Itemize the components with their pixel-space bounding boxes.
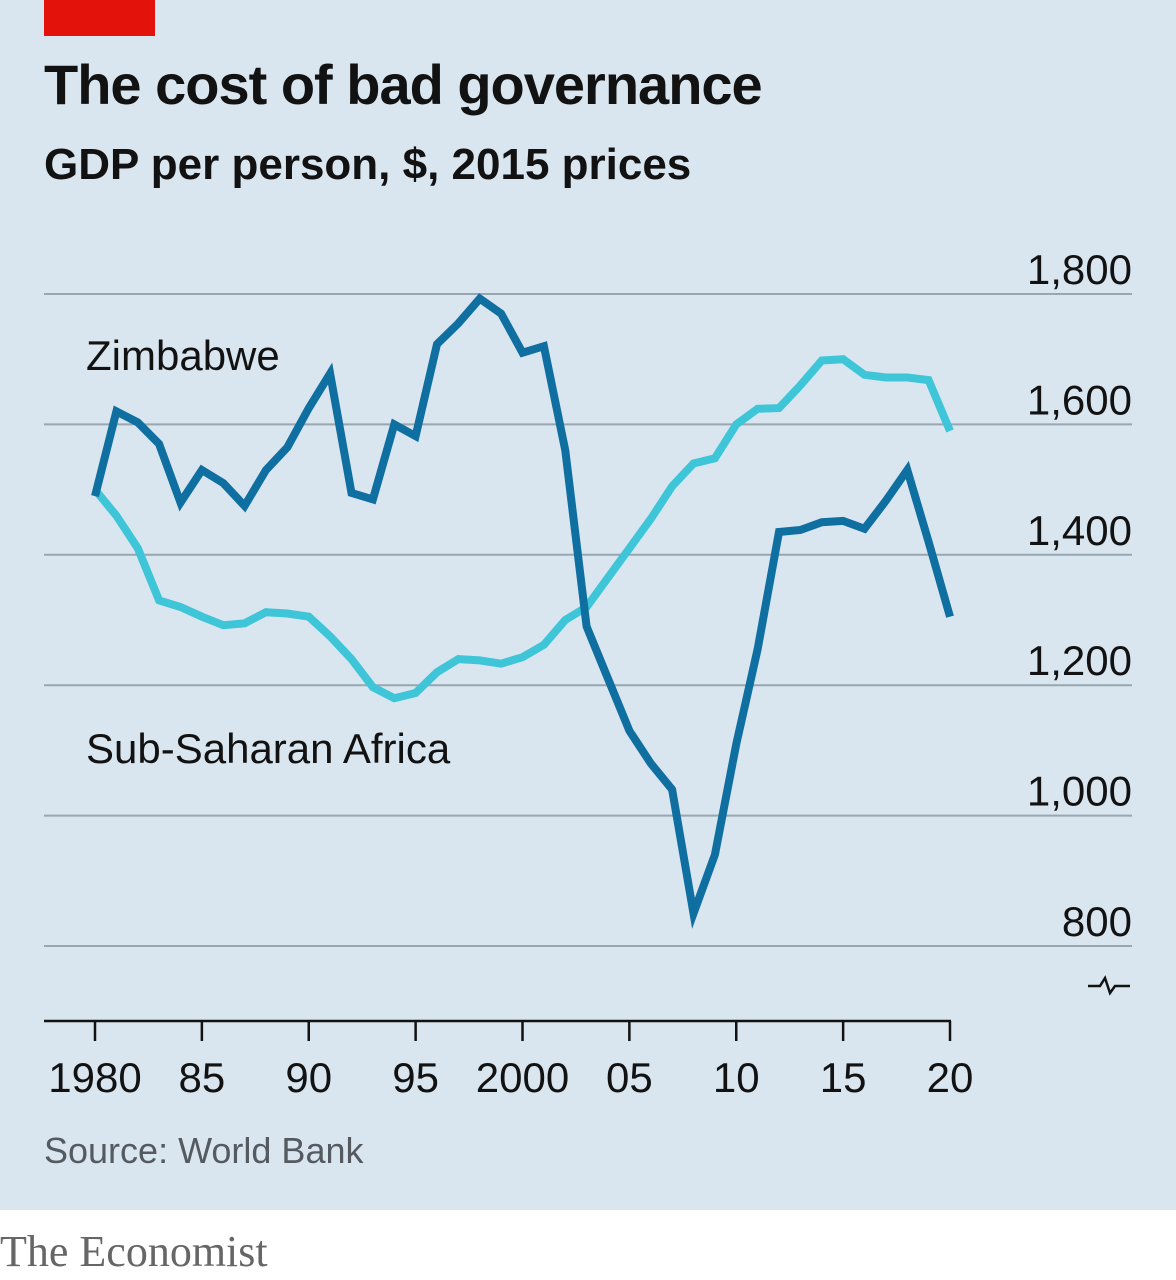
x-tick-label-1985: 85 [179,1054,226,1101]
series-line-zimbabwe [91,293,954,929]
x-axis: 1980 85 90 95 2000 05 10 15 20 [44,1019,974,1101]
series-labels: Zimbabwe Sub-Saharan Africa [86,332,451,772]
chart-subtitle: GDP per person, $, 2015 prices [44,140,692,189]
x-tick-label-2000: 2000 [476,1054,569,1101]
publisher-logo: The Economist [0,1227,268,1276]
line-chart: 800 1,000 1,200 1,400 1,600 1,800 1980 85 90 95 2… [44,246,1132,1101]
x-tick-label-1995: 95 [392,1054,439,1101]
x-tick-label-1990: 90 [285,1054,332,1101]
gridlines [44,293,1132,947]
accent-bar [44,0,155,36]
y-tick-label-1400: 1,400 [1027,507,1132,554]
series-line-sub-saharan-africa [91,355,954,703]
y-tick-label-1800: 1,800 [1027,246,1132,293]
source-note: Source: World Bank [44,1130,364,1171]
y-axis-labels: 800 1,000 1,200 1,400 1,600 1,800 [1027,246,1132,945]
x-tick-label-1980: 1980 [48,1054,141,1101]
y-tick-label-1000: 1,000 [1027,768,1132,815]
chart-title: The cost of bad governance [44,53,763,116]
series-lines [91,293,954,929]
y-tick-label-800: 800 [1062,898,1132,945]
axis-break-icon [1088,975,1130,996]
x-tick-label-2010: 10 [713,1054,760,1101]
y-tick-label-1200: 1,200 [1027,637,1132,684]
series-label-zimbabwe: Zimbabwe [86,332,280,379]
y-tick-label-1600: 1,600 [1027,376,1132,423]
x-tick-label-2015: 15 [820,1054,867,1101]
x-tick-label-2020: 20 [927,1054,974,1101]
series-label-sub-saharan-africa: Sub-Saharan Africa [86,725,451,772]
x-tick-label-2005: 05 [606,1054,653,1101]
